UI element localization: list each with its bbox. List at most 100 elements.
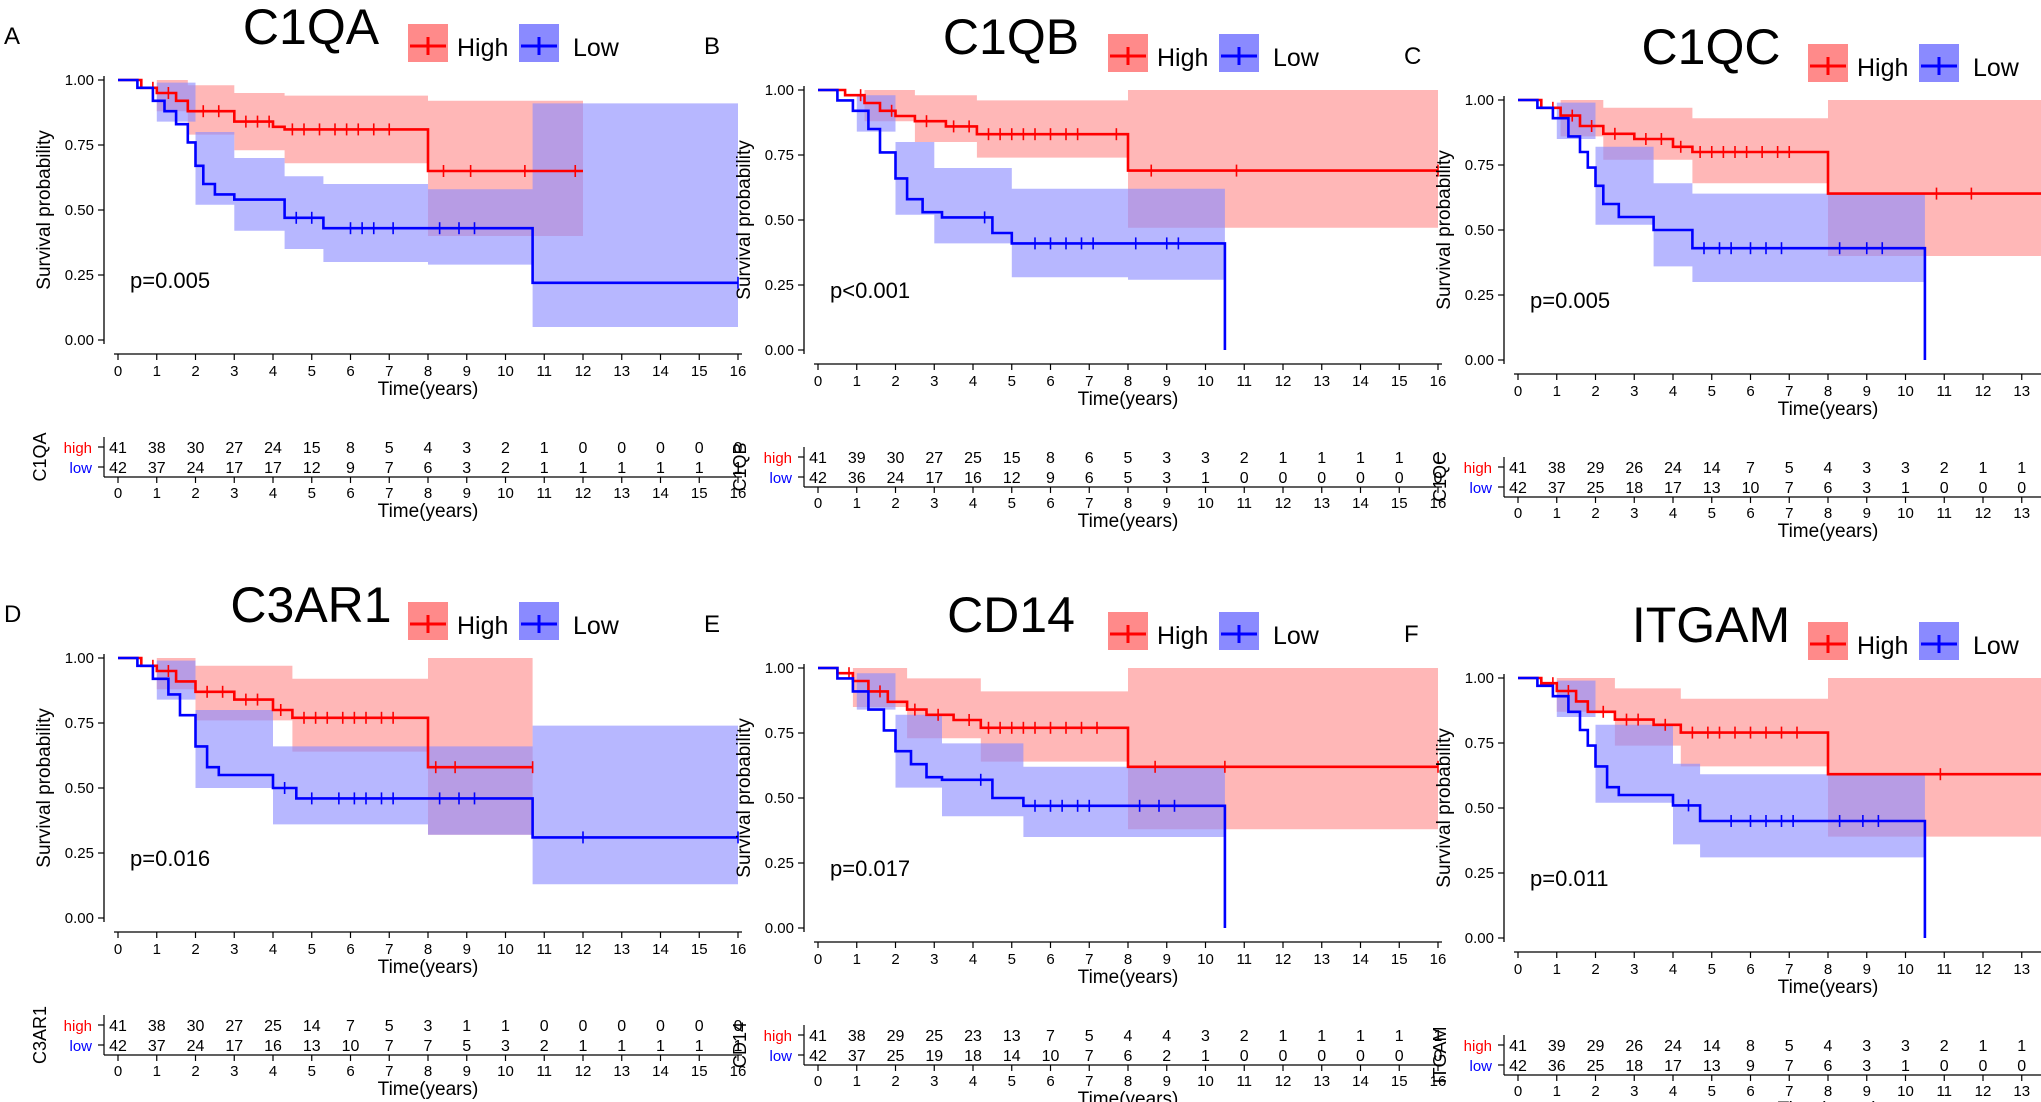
risk-x-tick-label: 7 (1785, 1083, 1793, 1100)
x-tick-label: 6 (346, 941, 354, 958)
risk-low-count: 17 (925, 470, 943, 487)
risk-x-tick-label: 1 (153, 485, 161, 502)
x-tick-label: 4 (269, 363, 277, 380)
survival-curve-high (1518, 98, 2041, 195)
legend: High Low (408, 24, 620, 62)
risk-x-tick-label: 11 (1236, 495, 1252, 512)
risk-low-count: 24 (187, 460, 205, 477)
risk-x-tick-label: 5 (308, 485, 316, 502)
risk-high-count: 38 (848, 1028, 866, 1045)
risk-high-label: high (1464, 460, 1492, 477)
p-value: p=0.017 (830, 856, 910, 881)
y-tick-label: 0.50 (1465, 222, 1494, 239)
risk-low-count: 6 (424, 460, 433, 477)
risk-table-ylabel: ITGAM (1430, 1027, 1450, 1084)
risk-x-tick-label: 8 (424, 1063, 432, 1080)
risk-x-axis-title: Time(years) (1078, 1089, 1179, 1102)
legend-low-label: Low (1973, 632, 2020, 660)
risk-low-count: 0 (1240, 470, 1249, 487)
risk-low-count: 0 (1279, 1048, 1288, 1065)
risk-x-tick-label: 8 (424, 485, 432, 502)
x-tick-label: 14 (652, 941, 669, 958)
x-tick-label: 13 (1313, 373, 1330, 390)
risk-high-count: 24 (1664, 460, 1682, 477)
risk-low-count: 7 (1085, 1048, 1094, 1065)
risk-high-count: 38 (148, 1018, 166, 1035)
x-tick-label: 11 (1936, 383, 1952, 400)
risk-x-tick-label: 7 (1085, 495, 1093, 512)
risk-low-count: 12 (303, 460, 321, 477)
x-tick-label: 4 (969, 951, 977, 968)
legend: High Low (1808, 44, 2020, 82)
risk-high-count: 1 (1356, 450, 1365, 467)
risk-x-tick-label: 15 (691, 1063, 708, 1080)
risk-low-count: 42 (1509, 480, 1527, 497)
risk-high-count: 1 (462, 1018, 471, 1035)
x-axis-title: Time(years) (1778, 399, 1879, 420)
risk-x-tick-label: 11 (1936, 505, 1952, 522)
risk-low-count: 1 (579, 1038, 588, 1055)
survival-curve-high (818, 666, 1438, 769)
risk-high-count: 0 (579, 1018, 588, 1035)
risk-low-count: 7 (385, 1038, 394, 1055)
risk-x-tick-label: 2 (891, 495, 899, 512)
x-tick-label: 1 (853, 373, 861, 390)
x-tick-label: 16 (1430, 373, 1447, 390)
x-tick-label: 1 (153, 363, 161, 380)
x-tick-label: 9 (1863, 961, 1871, 978)
risk-high-count: 4 (1124, 1028, 1133, 1045)
risk-x-tick-label: 14 (1352, 1073, 1369, 1090)
risk-low-count: 1 (617, 460, 626, 477)
risk-x-tick-label: 12 (1975, 505, 1992, 522)
risk-high-count: 0 (734, 440, 743, 457)
risk-high-label: high (1464, 1038, 1492, 1055)
x-axis-title: Time(years) (378, 957, 479, 978)
y-tick-label: 0.00 (765, 342, 794, 359)
risk-low-count: 16 (264, 1038, 282, 1055)
risk-x-tick-label: 3 (230, 485, 238, 502)
x-tick-label: 0 (1514, 383, 1522, 400)
risk-low-count: 37 (148, 460, 166, 477)
risk-x-tick-label: 5 (1708, 505, 1716, 522)
risk-high-count: 2 (1940, 460, 1949, 477)
risk-high-count: 3 (1201, 1028, 1210, 1045)
risk-table-ylabel: C1QB (730, 442, 750, 491)
p-value: p<0.001 (830, 278, 910, 303)
risk-high-count: 0 (579, 440, 588, 457)
x-tick-label: 9 (463, 941, 471, 958)
risk-low-label: low (1469, 480, 1492, 497)
ci-band-low (818, 90, 1225, 280)
panel-letter: F (1404, 621, 1419, 648)
risk-high-count: 1 (1434, 450, 1443, 467)
x-tick-label: 5 (308, 363, 316, 380)
p-value: p=0.005 (1530, 288, 1610, 313)
risk-high-count: 1 (1979, 460, 1988, 477)
risk-low-count: 7 (385, 460, 394, 477)
y-axis-title: Survival probability (1434, 728, 1455, 888)
risk-high-count: 4 (1824, 460, 1833, 477)
risk-x-tick-label: 12 (1975, 1083, 1992, 1100)
risk-low-count: 0 (1317, 470, 1326, 487)
risk-x-tick-label: 10 (1897, 505, 1914, 522)
risk-high-count: 7 (1746, 460, 1755, 477)
y-tick-label: 0.25 (65, 267, 94, 284)
risk-high-count: 3 (1201, 450, 1210, 467)
risk-x-tick-label: 7 (1785, 505, 1793, 522)
risk-low-count: 2 (1162, 1048, 1171, 1065)
x-tick-label: 7 (1785, 961, 1793, 978)
x-tick-label: 12 (1275, 373, 1292, 390)
risk-x-tick-label: 3 (230, 1063, 238, 1080)
risk-low-count: 5 (462, 1038, 471, 1055)
x-tick-label: 4 (1669, 961, 1677, 978)
risk-low-count: 18 (1625, 1058, 1643, 1075)
risk-low-count: 3 (1162, 470, 1171, 487)
risk-high-count: 41 (809, 1028, 827, 1045)
x-tick-label: 2 (191, 941, 199, 958)
gene-title: ITGAM (1632, 597, 1790, 653)
risk-x-tick-label: 6 (1046, 1073, 1054, 1090)
survival-curve-low (1518, 98, 1927, 360)
x-tick-label: 1 (853, 951, 861, 968)
risk-table-ylabel: C1QC (1430, 452, 1450, 502)
risk-low-count: 25 (1587, 480, 1605, 497)
risk-x-tick-label: 12 (575, 485, 592, 502)
